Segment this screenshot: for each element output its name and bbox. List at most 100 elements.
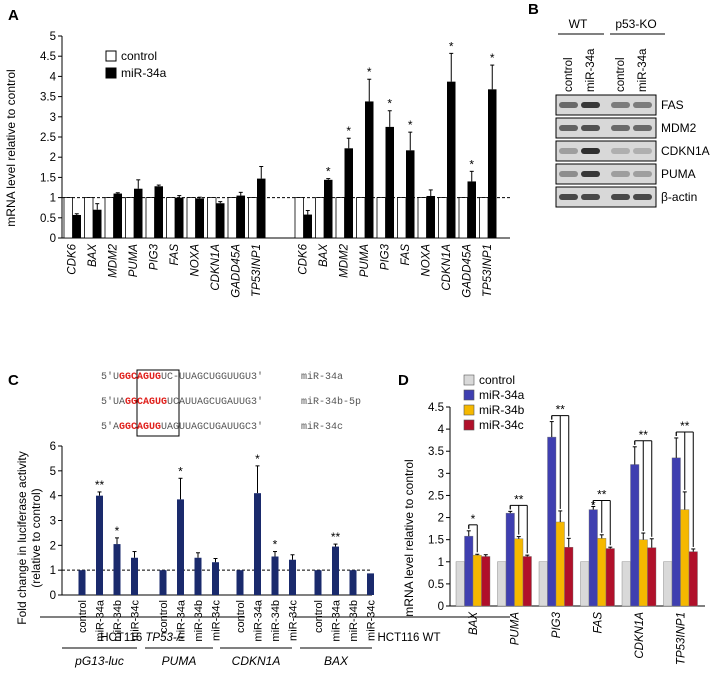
panel-c-bar — [314, 570, 322, 595]
blot-band — [633, 125, 652, 131]
blot-protein-label: β-actin — [661, 190, 697, 204]
panel-d-bar-miR-34b — [555, 521, 565, 607]
panel-d-bar-miR-34b — [472, 554, 482, 607]
panel-a-bar-control — [145, 197, 155, 239]
panel-d-significance: ** — [556, 403, 566, 417]
panel-d-legend-swatch — [463, 404, 475, 416]
panel-a-significance: * — [449, 39, 454, 53]
panel-a-bar-control — [315, 197, 325, 239]
blot-band — [581, 148, 600, 154]
panel-d-bar-miR-34a — [671, 457, 681, 607]
panel-d-bar-miR-34b — [514, 538, 524, 607]
panel-d-ytick-label: 0.5 — [428, 579, 444, 591]
panel-a-bar-mir34a — [406, 150, 415, 238]
panel-a-bar-control — [207, 197, 217, 239]
blot-lane-label: miR-34a — [585, 48, 597, 92]
blot-band — [581, 125, 600, 131]
panel-a-category-label: CDK6 — [67, 243, 79, 274]
panel-a-bar-mir34a — [257, 178, 266, 238]
panel-a-significance: * — [367, 65, 372, 79]
seed-sequence: 5'UAGGCAGUGUCAUUAGCUGAUUG3' — [101, 396, 263, 408]
panel-d-significance: * — [591, 499, 596, 513]
legend-control-swatch — [105, 50, 117, 62]
blot-panel — [555, 163, 657, 185]
panel-d-bar-miR-34b — [680, 509, 690, 607]
blot-band — [633, 194, 652, 200]
panel-d-significance: ** — [514, 492, 524, 506]
panel-d-ytick-label: 4.5 — [428, 402, 444, 414]
panel-d-bar-miR-34b — [597, 538, 607, 607]
panel-d-bar-miR-34c — [688, 551, 698, 607]
blot-panel — [555, 94, 657, 116]
panel-a-bar-mir34a — [447, 81, 456, 238]
panel-a-significance: * — [469, 157, 474, 171]
legend-control-label: control — [121, 49, 157, 63]
panel-c-ytick-label: 3 — [50, 516, 56, 528]
panel-a-ytick-label: 4 — [50, 71, 57, 83]
panel-a-bar-mir34a — [365, 101, 374, 238]
panel-d-legend-label: miR-34c — [479, 418, 524, 432]
panel-a-bar-control — [438, 197, 448, 239]
panel-a-category-label: BAX — [318, 243, 330, 267]
panel-d-category-label: PUMA — [510, 612, 522, 646]
panel-d-legend-label: control — [479, 373, 515, 387]
panel-d-significance: ** — [597, 488, 607, 502]
panel-a-bar-mir34a — [426, 195, 435, 238]
panel-a-bar-control — [458, 197, 468, 239]
panel-d-bar-control — [580, 561, 590, 607]
blot-band — [611, 102, 630, 108]
panel-b-letter: B — [528, 1, 539, 18]
blot-band — [611, 125, 630, 131]
panel-c-significance: * — [178, 464, 183, 478]
panel-c-significance: * — [273, 538, 278, 552]
panel-c-ylabel: Fold change in luciferase activity — [15, 451, 29, 624]
panel-a-ytick-label: 1 — [50, 193, 56, 205]
panel-a-significance: * — [408, 118, 413, 132]
panel-c-category-label: miR-34c — [288, 600, 300, 641]
panel-a-bar-mir34a — [344, 148, 353, 238]
panel-c-bar — [367, 573, 374, 595]
panel-a-ytick-label: 0 — [50, 233, 56, 245]
panel-c-group-label: BAX — [324, 654, 349, 668]
panel-a-significance: * — [490, 51, 495, 65]
panel-a-category-label: GADD45A — [462, 244, 474, 298]
blot-protein-label: PUMA — [661, 167, 696, 181]
panel-c-bar — [271, 556, 279, 595]
panel-d-bar-miR-34a — [588, 509, 598, 607]
panel-a-category-label: NOXA — [421, 244, 433, 277]
panel-c-category-label: control — [235, 600, 247, 633]
panel-c-category-label: miR-34b — [193, 600, 205, 642]
panel-a-bar-control — [397, 197, 407, 239]
panel-d-category-label: FAS — [593, 612, 605, 634]
panel-a-bar-control — [227, 197, 237, 239]
panel-c-bar — [289, 559, 296, 595]
panel-a-category-label: PIG3 — [149, 243, 161, 270]
panel-a-bar-mir34a — [72, 214, 81, 238]
panel-d-ytick-label: 1 — [438, 557, 444, 569]
blot-band — [611, 148, 630, 154]
panel-c-significance: * — [115, 524, 120, 538]
panel-a-category-label: CDK6 — [298, 243, 310, 274]
panel-d-category-label: TP53INP1 — [676, 612, 688, 665]
blot-protein-label: FAS — [661, 98, 684, 112]
panel-c-bar — [254, 493, 261, 595]
seed-mirna-name: miR-34b-5p — [301, 396, 361, 408]
blot-band — [611, 171, 630, 177]
panel-d-bar-miR-34c — [564, 546, 574, 607]
panel-c-bar — [212, 562, 219, 595]
panel-a-ylabel: mRNA level relative to control — [4, 69, 18, 226]
panel-a-significance: * — [326, 165, 331, 179]
blot-group-p53ko: p53-KO — [615, 17, 656, 31]
panel-d-bar-miR-34a — [547, 436, 557, 607]
panel-d-bar-miR-34a — [505, 512, 515, 607]
panel-d-bar-miR-34c — [647, 547, 657, 607]
panel-a-bar-control — [104, 197, 114, 239]
panel-a-bar-mir34a — [488, 89, 497, 238]
panel-c-bar — [349, 570, 357, 595]
blot-panel — [555, 140, 657, 162]
panel-d-ytick-label: 4 — [438, 424, 445, 436]
panel-a-category-label: TP53INP1 — [482, 244, 494, 297]
panel-a-chart: mRNA level relative to control control m… — [4, 31, 510, 644]
panel-c-category-label: control — [77, 600, 89, 633]
panel-a-category-label: MDM2 — [108, 243, 120, 277]
